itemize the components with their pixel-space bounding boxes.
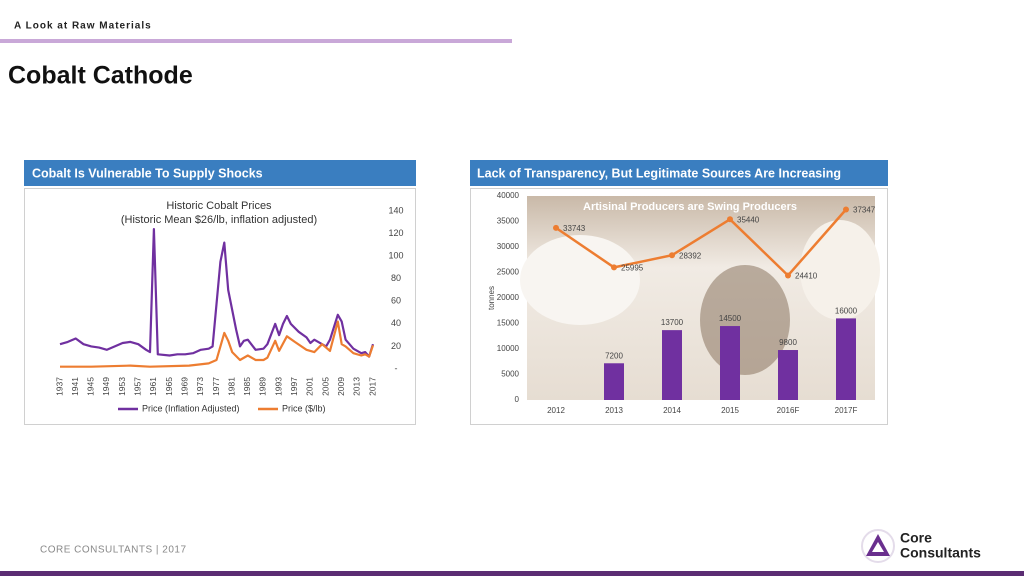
bar bbox=[778, 350, 798, 400]
y-tick-label: 40 bbox=[391, 318, 401, 328]
supply-line bbox=[555, 208, 847, 278]
bar-value-label: 14500 bbox=[719, 314, 742, 323]
line-value-label: 24410 bbox=[795, 272, 818, 281]
line-value-label: 28392 bbox=[679, 251, 702, 260]
x-tick-label: 2017 bbox=[367, 377, 377, 396]
section-label: A Look at Raw Materials bbox=[14, 21, 152, 32]
y-tick-label: 35000 bbox=[497, 217, 520, 226]
x-tick-label: 1973 bbox=[195, 377, 205, 396]
x-tick-label: 1949 bbox=[101, 377, 111, 396]
chart-title: Artisinal Producers are Swing Producers bbox=[583, 201, 797, 213]
y-axis-label: tonnes bbox=[487, 286, 496, 310]
y-tick-label: 0 bbox=[515, 395, 520, 404]
price-line bbox=[60, 320, 375, 368]
panel-heading-bar bbox=[24, 160, 416, 186]
logo-text: Consultants bbox=[900, 545, 981, 561]
line-point bbox=[843, 206, 849, 213]
footer-band bbox=[0, 571, 1024, 576]
logo-mark bbox=[872, 542, 884, 552]
line-value-label: 25995 bbox=[621, 264, 644, 273]
x-tick-label: 2016F bbox=[777, 406, 800, 415]
y-tick-label: 15000 bbox=[497, 319, 520, 328]
line-point bbox=[611, 264, 617, 271]
x-tick-label: 2013 bbox=[605, 406, 623, 415]
x-tick-label: 1941 bbox=[70, 377, 80, 396]
panel-heading: Cobalt Is Vulnerable To Supply Shocks bbox=[32, 166, 263, 180]
chart-subtitle: (Historic Mean $26/lb, inflation adjuste… bbox=[121, 214, 317, 226]
line-value-label: 37347 bbox=[853, 206, 876, 215]
y-tick-label: 20 bbox=[391, 341, 401, 351]
x-tick-label: 2005 bbox=[320, 377, 330, 396]
x-tick-label: 1937 bbox=[54, 377, 64, 396]
logo-text: Core bbox=[900, 530, 932, 546]
line-point bbox=[669, 252, 675, 259]
photo-shape bbox=[520, 235, 640, 325]
line-value-label: 35440 bbox=[737, 215, 760, 224]
line-point bbox=[785, 272, 791, 279]
bar-value-label: 7200 bbox=[605, 351, 623, 360]
x-tick-label: 2001 bbox=[305, 377, 315, 396]
x-tick-label: 2012 bbox=[547, 406, 565, 415]
x-tick-label: 1953 bbox=[117, 377, 127, 396]
chart-frame bbox=[24, 188, 416, 425]
panel-heading: Lack of Transparency, But Legitimate Sou… bbox=[477, 166, 841, 180]
x-tick-label: 1997 bbox=[289, 377, 299, 396]
bar bbox=[604, 363, 624, 400]
x-tick-label: 2017F bbox=[835, 406, 858, 415]
x-tick-label: 2014 bbox=[663, 406, 681, 415]
y-tick-label: 10000 bbox=[497, 344, 520, 353]
line-point bbox=[727, 216, 733, 223]
x-tick-label: 2013 bbox=[352, 377, 362, 396]
bar-value-label: 9800 bbox=[779, 338, 797, 347]
y-tick-label: - bbox=[395, 363, 398, 373]
photo-shape bbox=[800, 220, 880, 320]
x-tick-label: 1989 bbox=[258, 377, 268, 396]
y-tick-label: 20000 bbox=[497, 293, 520, 302]
line-point bbox=[553, 224, 559, 231]
y-tick-label: 140 bbox=[388, 205, 403, 215]
x-tick-label: 1965 bbox=[164, 377, 174, 396]
bar bbox=[836, 318, 856, 400]
y-tick-label: 120 bbox=[388, 228, 403, 238]
legend-label: Price (Inflation Adjusted) bbox=[142, 403, 240, 413]
bar bbox=[662, 330, 682, 400]
chart-title: Historic Cobalt Prices bbox=[166, 200, 272, 212]
x-tick-label: 2009 bbox=[336, 377, 346, 396]
y-tick-label: 25000 bbox=[497, 268, 520, 277]
y-tick-label: 5000 bbox=[501, 370, 519, 379]
x-tick-label: 1961 bbox=[148, 377, 158, 396]
photo-shape bbox=[700, 265, 790, 375]
slide-title: Cobalt Cathode bbox=[8, 62, 193, 90]
x-tick-label: 2015 bbox=[721, 406, 739, 415]
y-tick-label: 80 bbox=[391, 273, 401, 283]
y-tick-label: 60 bbox=[391, 296, 401, 306]
y-tick-label: 30000 bbox=[497, 242, 520, 251]
header-rule bbox=[0, 39, 512, 43]
footer-text: CORE CONSULTANTS | 2017 bbox=[40, 545, 187, 556]
line-value-label: 33743 bbox=[563, 224, 586, 233]
x-tick-label: 1945 bbox=[86, 377, 96, 396]
bar-value-label: 16000 bbox=[835, 307, 858, 316]
x-tick-label: 1957 bbox=[133, 377, 143, 396]
price-line bbox=[59, 228, 375, 358]
bar bbox=[720, 326, 740, 400]
bar-value-label: 13700 bbox=[661, 318, 684, 327]
y-tick-label: 40000 bbox=[497, 191, 520, 200]
y-tick-label: 100 bbox=[388, 251, 403, 261]
x-tick-label: 1969 bbox=[179, 377, 189, 396]
x-tick-label: 1985 bbox=[242, 377, 252, 396]
legend-label: Price ($/lb) bbox=[282, 403, 326, 413]
x-tick-label: 1981 bbox=[226, 377, 236, 396]
x-tick-label: 1993 bbox=[273, 377, 283, 396]
x-tick-label: 1977 bbox=[211, 377, 221, 396]
panel-heading-bar bbox=[470, 160, 888, 186]
